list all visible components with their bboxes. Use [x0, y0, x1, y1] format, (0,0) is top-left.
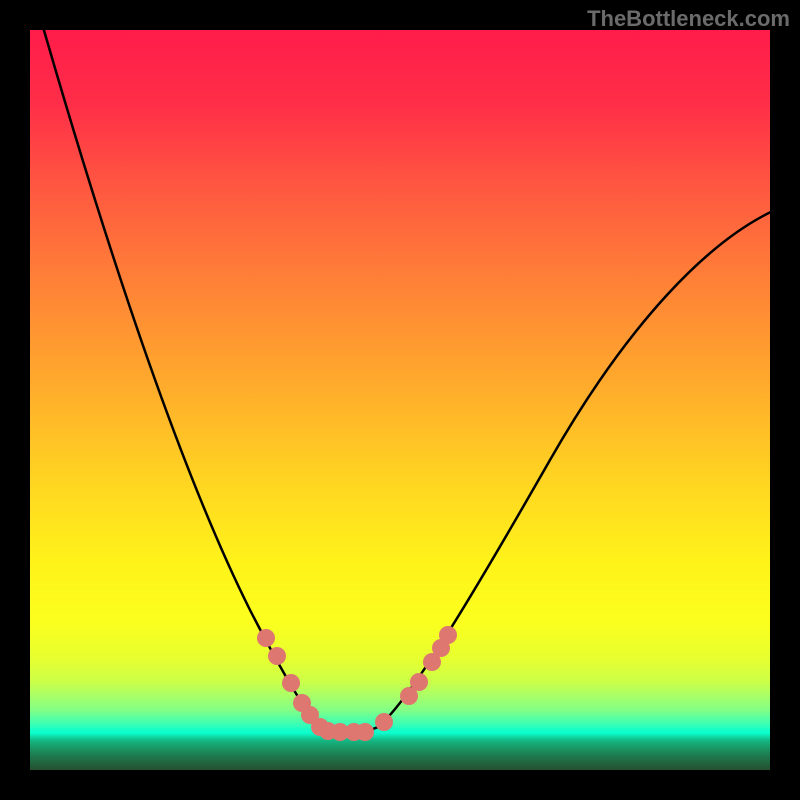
plot-area — [30, 30, 770, 770]
bottleneck-curve — [30, 30, 770, 770]
data-marker — [356, 723, 374, 741]
watermark-text: TheBottleneck.com — [587, 6, 790, 32]
data-marker — [282, 674, 300, 692]
data-marker — [439, 626, 457, 644]
data-marker — [268, 647, 286, 665]
data-marker — [410, 673, 428, 691]
data-marker — [257, 629, 275, 647]
data-marker — [375, 713, 393, 731]
